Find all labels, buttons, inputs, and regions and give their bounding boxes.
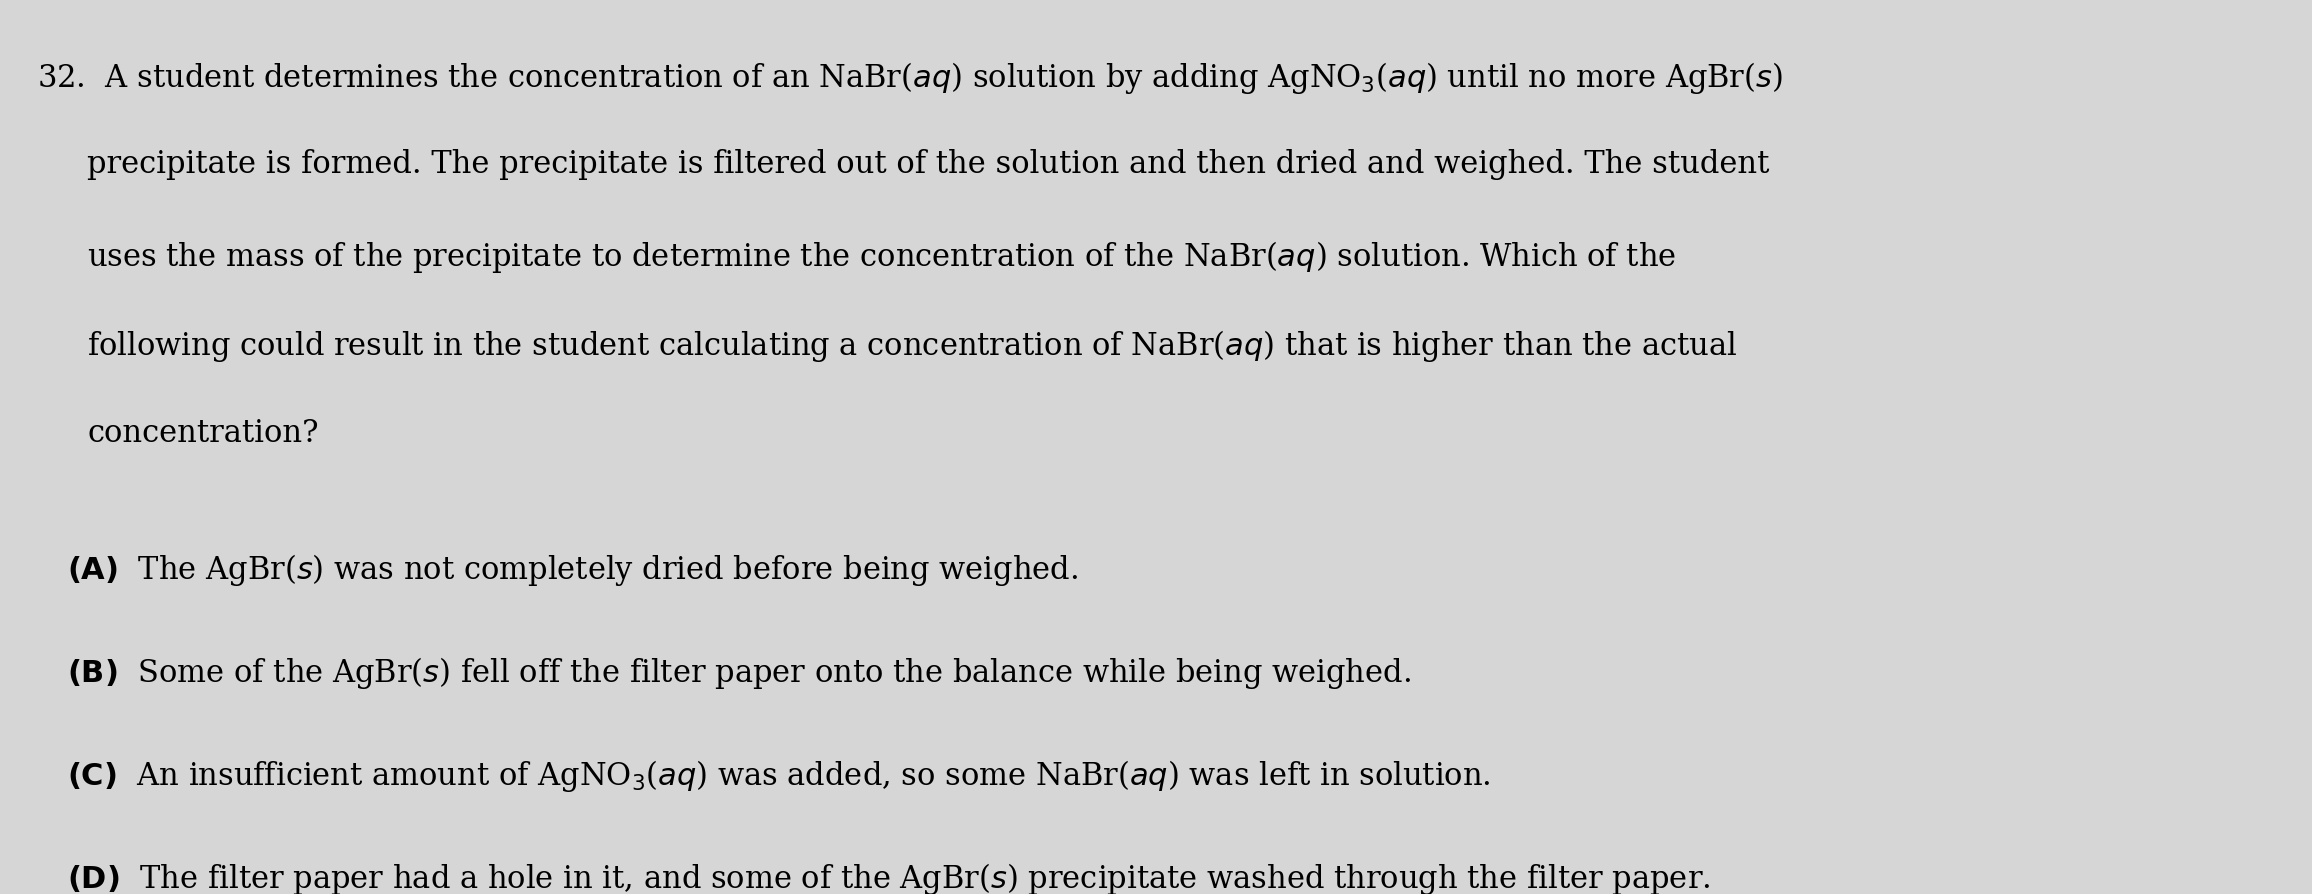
Text: $\mathbf{(B)}$  Some of the AgBr($s$) fell off the filter paper onto the balance: $\mathbf{(B)}$ Some of the AgBr($s$) fel… bbox=[67, 654, 1410, 690]
Text: $\mathbf{(C)}$  An insufficient amount of AgNO$_3$($aq$) was added, so some NaBr: $\mathbf{(C)}$ An insufficient amount of… bbox=[67, 757, 1491, 793]
Text: following could result in the student calculating a concentration of NaBr($aq$) : following could result in the student ca… bbox=[88, 328, 1739, 364]
Text: concentration?: concentration? bbox=[88, 417, 319, 449]
Text: $\mathbf{(D)}$  The filter paper had a hole in it, and some of the AgBr($s$) pre: $\mathbf{(D)}$ The filter paper had a ho… bbox=[67, 860, 1711, 894]
Text: 32.  A student determines the concentration of an NaBr($aq$) solution by adding : 32. A student determines the concentrati… bbox=[37, 60, 1783, 96]
Text: precipitate is formed. The precipitate is filtered out of the solution and then : precipitate is formed. The precipitate i… bbox=[88, 149, 1769, 181]
Text: $\mathbf{(A)}$  The AgBr($s$) was not completely dried before being weighed.: $\mathbf{(A)}$ The AgBr($s$) was not com… bbox=[67, 552, 1077, 587]
Text: uses the mass of the precipitate to determine the concentration of the NaBr($aq$: uses the mass of the precipitate to dete… bbox=[88, 239, 1676, 274]
